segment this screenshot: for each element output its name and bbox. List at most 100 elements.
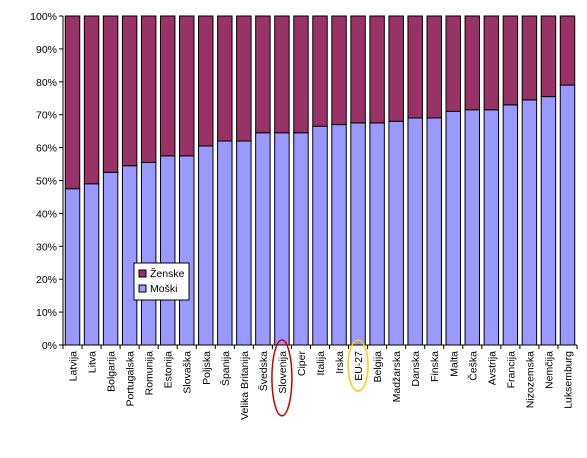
bar-segment-moski [388, 120, 404, 346]
bar-segment-moski [140, 161, 157, 346]
x-tick-label: Ciper [296, 350, 308, 376]
bar-segment-moski [64, 188, 81, 346]
bar-segment-moski [521, 99, 538, 346]
x-tick-label: Romunija [144, 351, 156, 396]
y-axis-ticks: 0% 10% 20% 30% 40% 50% 60% 70% 80% 90% 100% [30, 11, 63, 352]
bar-segment-moski [217, 140, 233, 346]
bar-segment-moski [350, 122, 366, 346]
x-axis-labels: Latvija Litva Bolgarija Portugalska Romunija… [68, 350, 575, 419]
x-tick-label: Italija [315, 351, 327, 376]
bar-segment-moski [274, 132, 290, 346]
bar-segment-zenske [407, 15, 423, 119]
x-tick-label: Avstrija [486, 351, 498, 385]
bar-segment-zenske [159, 15, 176, 157]
y-tick-label: 100% [30, 11, 57, 23]
bar-segment-moski [445, 110, 461, 346]
bar-segment-moski [331, 124, 347, 346]
bar-segment-zenske [388, 15, 404, 122]
x-tick-label: Slovaška [182, 351, 194, 394]
x-tick-label: Finska [429, 351, 441, 382]
x-tick-label: Latvija [68, 351, 80, 382]
x-tick-label: Malta [448, 351, 460, 377]
y-tick-label: 30% [36, 241, 57, 253]
bar-segment-zenske [83, 15, 100, 185]
legend: Ženske Moški [133, 262, 190, 301]
highlight-ellipse [347, 339, 369, 392]
bar-segment-zenske [236, 15, 252, 142]
bar-segment-moski [407, 117, 423, 346]
y-tick-label: 10% [36, 307, 57, 319]
bars [64, 15, 576, 346]
bar-segment-moski [198, 145, 214, 346]
bar-segment-moski [464, 109, 481, 346]
x-tick-label: Francija [505, 351, 517, 389]
bar-segment-zenske [559, 15, 576, 86]
x-tick-label: Češka [466, 351, 479, 381]
x-tick-label: Nemčija [543, 351, 555, 389]
y-tick-label: 90% [36, 44, 57, 56]
bar-segment-zenske [198, 15, 214, 147]
x-tick-label: Litva [87, 351, 99, 373]
y-tick-label: 20% [36, 274, 57, 286]
bar-segment-zenske [102, 15, 119, 173]
y-tick-label: 70% [36, 110, 57, 122]
bar-segment-zenske [64, 15, 81, 190]
bar-segment-moski [369, 122, 385, 346]
bar-segment-zenske [540, 15, 557, 98]
x-tick-label: Portugalska [125, 351, 137, 407]
bar-segment-zenske [445, 15, 461, 112]
bar-segment-zenske [274, 15, 290, 134]
y-tick-label: 60% [36, 143, 57, 155]
x-tick-label: EU-27 [353, 351, 365, 381]
bar-segment-zenske [140, 15, 157, 163]
bar-segment-zenske [331, 15, 347, 126]
highlight-ellipse [271, 339, 293, 417]
bar-segment-zenske [179, 15, 195, 157]
x-tick-label: Slovenija [277, 351, 289, 394]
x-tick-label: Luksemburg [562, 351, 574, 409]
y-tick-label: 80% [36, 77, 57, 89]
highlight-ellipses [271, 339, 369, 417]
bar-segment-moski [559, 84, 576, 346]
bar-segment-zenske [502, 15, 519, 106]
x-tick-label: Bolgarija [106, 351, 118, 392]
bar-segment-zenske [464, 15, 481, 111]
bar-segment-moski [159, 155, 176, 346]
y-tick-label: 50% [36, 176, 57, 188]
bar-segment-zenske [350, 15, 366, 124]
bar-segment-moski [102, 171, 119, 346]
x-tick-label: Belgija [372, 351, 384, 383]
x-tick-label: Velika Britanija [239, 351, 251, 420]
legend-label: Moški [150, 283, 177, 295]
x-tick-label: Poljska [201, 351, 213, 385]
bar-segment-moski [483, 109, 500, 346]
bar-segment-zenske [483, 15, 500, 111]
x-tick-label: Nizozemska [524, 351, 536, 408]
legend-box [133, 262, 190, 301]
y-tick-label: 40% [36, 208, 57, 220]
x-tick-label: Švedska [257, 351, 270, 391]
legend-label: Ženske [150, 267, 185, 280]
bar-segment-moski [255, 132, 271, 346]
bar-segment-moski [236, 140, 252, 346]
bar-segment-zenske [293, 15, 309, 134]
bar-segment-zenske [426, 15, 442, 119]
x-tick-label: Španija [219, 351, 232, 386]
plot-frame [62, 16, 578, 349]
bar-segment-moski [83, 183, 100, 346]
bar-segment-zenske [369, 15, 385, 124]
bar-segment-zenske [121, 15, 138, 167]
y-tick-label: 0% [42, 340, 57, 352]
bar-segment-moski [540, 96, 557, 346]
legend-swatch [138, 284, 147, 293]
bar-segment-zenske [255, 15, 271, 134]
bar-segment-zenske [312, 15, 328, 127]
bar-segment-zenske [217, 15, 233, 142]
legend-swatch [138, 269, 147, 278]
x-tick-label: Madžarska [391, 351, 403, 403]
x-tick-label: Estonija [163, 351, 175, 389]
bar-segment-moski [502, 104, 519, 346]
x-tick-label: Danska [410, 351, 422, 387]
